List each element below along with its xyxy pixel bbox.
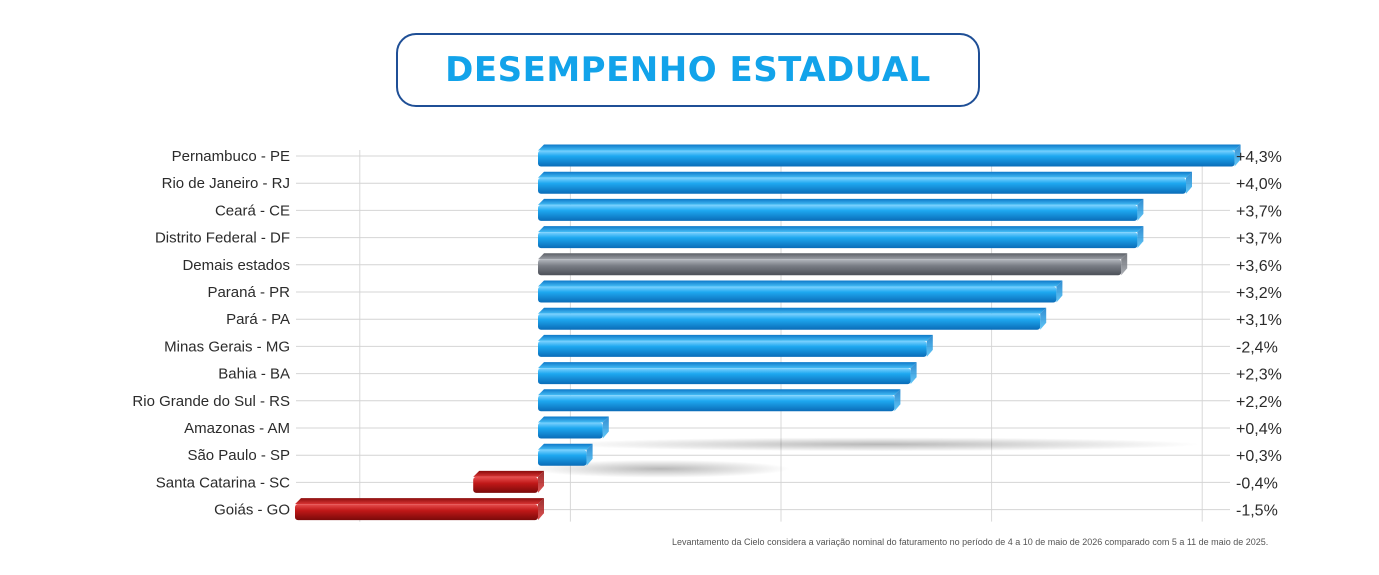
value-label: +0,4% bbox=[1236, 421, 1282, 438]
bar-front-face bbox=[538, 313, 1041, 330]
bar-top-face bbox=[538, 280, 1063, 287]
bar-end-face bbox=[1186, 171, 1192, 194]
bar-end-face bbox=[1137, 226, 1144, 249]
bar-top-face bbox=[538, 198, 1144, 205]
category-label: Paraná - PR bbox=[207, 284, 290, 301]
value-label: -0,4% bbox=[1236, 475, 1278, 492]
value-label: +4,0% bbox=[1236, 176, 1282, 193]
bar bbox=[538, 280, 1063, 303]
bar-front-face bbox=[538, 286, 1057, 303]
bar bbox=[538, 171, 1192, 194]
category-label: Goiás - GO bbox=[214, 502, 290, 519]
bar-top-face bbox=[538, 416, 609, 423]
value-label: +3,1% bbox=[1236, 312, 1282, 329]
category-label: Ceará - CE bbox=[215, 202, 290, 219]
category-label: Demais estados bbox=[182, 257, 290, 274]
bar-end-face bbox=[1234, 144, 1241, 167]
bar-end-face bbox=[1040, 307, 1047, 330]
bar-end-face bbox=[1121, 253, 1128, 276]
value-label: +0,3% bbox=[1236, 448, 1282, 465]
bar-top-face bbox=[295, 498, 544, 505]
bar-top-face bbox=[538, 307, 1047, 314]
bar bbox=[538, 334, 933, 357]
bar-end-face bbox=[910, 362, 917, 385]
bar-front-face bbox=[538, 340, 927, 357]
bar-front-face bbox=[538, 177, 1186, 194]
bar-end-face bbox=[894, 389, 901, 412]
value-label: -2,4% bbox=[1236, 339, 1278, 356]
floor-shadow bbox=[560, 437, 1200, 452]
category-label: Distrito Federal - DF bbox=[155, 230, 290, 247]
bar-end-face bbox=[538, 470, 544, 493]
value-label: +3,7% bbox=[1236, 203, 1282, 220]
bar-top-face bbox=[538, 362, 917, 369]
bar bbox=[538, 198, 1144, 221]
bar-top-face bbox=[538, 226, 1144, 233]
bar-front-face bbox=[538, 449, 587, 466]
bar-end-face bbox=[926, 334, 933, 357]
category-label: São Paulo - SP bbox=[187, 447, 290, 464]
bar bbox=[538, 362, 917, 385]
category-label: Pará - PA bbox=[226, 311, 290, 328]
title-box: DESEMPENHO ESTADUAL bbox=[396, 33, 980, 107]
bar-top-face bbox=[538, 144, 1241, 151]
value-label: +3,7% bbox=[1236, 231, 1282, 248]
bar-top-face bbox=[538, 443, 593, 450]
value-label: +3,2% bbox=[1236, 285, 1282, 302]
category-label: Bahia - BA bbox=[218, 366, 290, 383]
chart-title: DESEMPENHO ESTADUAL bbox=[445, 50, 931, 90]
shadow-layer bbox=[530, 437, 1200, 478]
bar bbox=[295, 498, 544, 521]
bar-front-face bbox=[473, 476, 538, 493]
bar-top-face bbox=[538, 389, 901, 396]
value-label: +2,3% bbox=[1236, 367, 1282, 384]
footnote: Levantamento da Cielo considera a variaç… bbox=[672, 537, 1269, 547]
category-label: Rio Grande do Sul - RS bbox=[132, 393, 290, 410]
value-label: +2,2% bbox=[1236, 394, 1282, 411]
category-label: Minas Gerais - MG bbox=[164, 338, 290, 355]
bar-front-face bbox=[538, 368, 911, 385]
bar-layer bbox=[295, 144, 1241, 521]
bar-front-face bbox=[538, 232, 1138, 249]
bar-end-face bbox=[1137, 198, 1144, 221]
category-label: Pernambuco - PE bbox=[172, 148, 290, 165]
floor-shadow bbox=[530, 459, 790, 478]
value-label: +3,6% bbox=[1236, 258, 1282, 275]
bar-front-face bbox=[538, 204, 1138, 221]
category-label: Amazonas - AM bbox=[184, 420, 290, 437]
bar bbox=[538, 416, 609, 439]
bar bbox=[538, 253, 1128, 276]
category-label: Rio de Janeiro - RJ bbox=[162, 175, 290, 192]
bar-front-face bbox=[538, 259, 1122, 276]
category-label: Santa Catarina - SC bbox=[156, 474, 290, 491]
bar-top-face bbox=[538, 171, 1192, 178]
bar bbox=[538, 144, 1241, 167]
bar-front-face bbox=[295, 504, 538, 521]
bar-front-face bbox=[538, 422, 603, 439]
label-layer: Pernambuco - PE +4,3% Rio de Janeiro - RJ +… bbox=[132, 148, 1281, 520]
bar bbox=[538, 443, 593, 466]
bar-end-face bbox=[586, 443, 593, 466]
value-label: -1,5% bbox=[1236, 503, 1278, 520]
bar-top-face bbox=[538, 334, 933, 341]
bar-end-face bbox=[538, 498, 544, 521]
bar bbox=[538, 307, 1047, 330]
bar-top-face bbox=[473, 470, 544, 477]
bar bbox=[538, 389, 901, 412]
bar bbox=[538, 226, 1144, 249]
bar-end-face bbox=[602, 416, 609, 439]
bar-front-face bbox=[538, 395, 895, 412]
bar-front-face bbox=[538, 150, 1235, 167]
bar-top-face bbox=[538, 253, 1128, 260]
bar bbox=[473, 470, 544, 493]
value-label: +4,3% bbox=[1236, 149, 1282, 166]
bar-end-face bbox=[1056, 280, 1063, 303]
